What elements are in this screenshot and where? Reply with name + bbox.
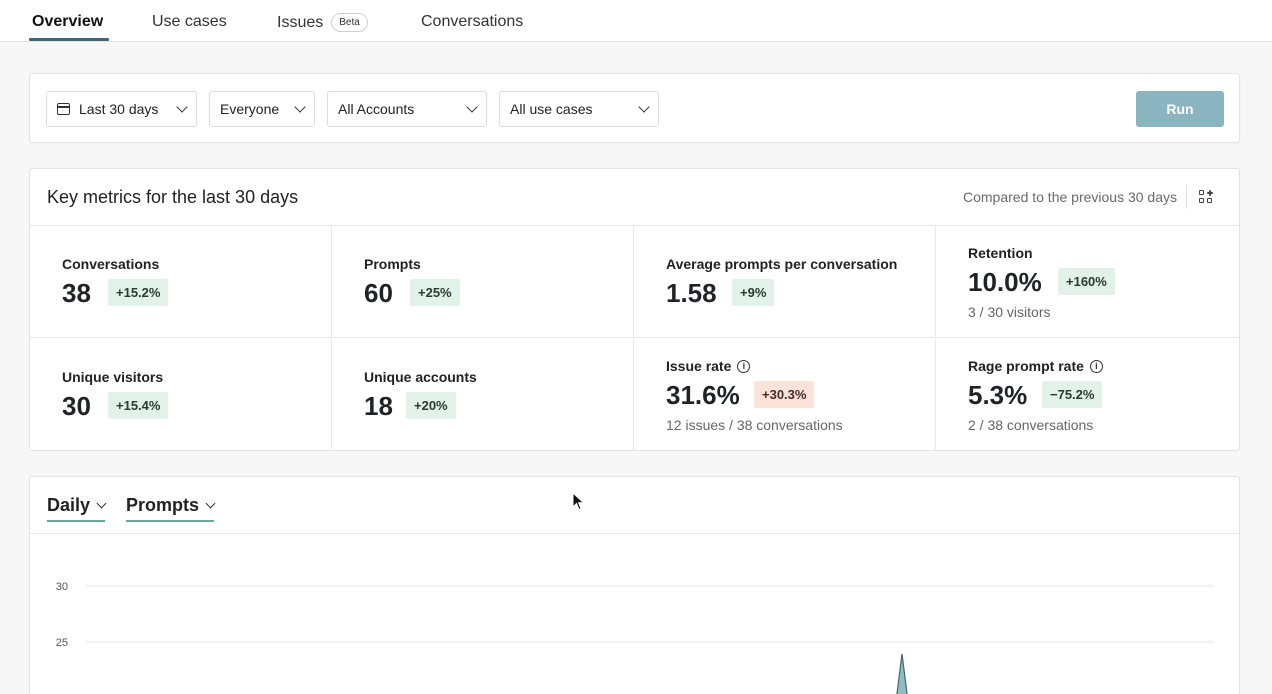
metric-value: 30 <box>62 391 91 421</box>
change-badge: +20% <box>406 392 456 419</box>
metric-retention: Retention 10.0% +160% 3 / 30 visitors <box>936 226 1239 338</box>
tab-use-cases[interactable]: Use cases <box>152 13 227 30</box>
metric-value: 10.0% <box>968 267 1042 297</box>
metric-conversations: Conversations 38 +15.2% <box>30 226 332 338</box>
chevron-down-icon <box>205 498 216 509</box>
accounts-select[interactable]: All Accounts <box>327 91 487 127</box>
metric-label: Conversations <box>62 256 160 272</box>
add-widget-icon[interactable] <box>1199 190 1213 204</box>
chevron-down-icon <box>466 101 478 113</box>
interval-value: Daily <box>47 495 91 515</box>
metric-rage-prompt-rate: Rage prompt rate i 5.3% −75.2% 2 / 38 co… <box>936 339 1239 451</box>
tab-issues-label: Issues <box>277 14 324 31</box>
metric-unique-accounts: Unique accounts 18 +20% <box>332 339 634 451</box>
tab-issues[interactable]: Issues Beta <box>277 13 368 32</box>
prompts-chart-card: Daily Prompts 30 25 <box>29 476 1240 694</box>
metric-subtext: 3 / 30 visitors <box>968 304 1051 320</box>
interval-dropdown[interactable]: Daily <box>47 495 107 522</box>
metric-label-text: Issue rate <box>666 358 732 374</box>
run-button[interactable]: Run <box>1136 91 1224 127</box>
metric-issue-rate: Issue rate i 31.6% +30.3% 12 issues / 38… <box>634 339 936 451</box>
change-badge: +15.4% <box>108 392 169 419</box>
date-range-value: Last 30 days <box>79 101 159 117</box>
use-cases-select[interactable]: All use cases <box>499 91 659 127</box>
audience-select[interactable]: Everyone <box>209 91 315 127</box>
info-icon[interactable]: i <box>1089 359 1103 373</box>
beta-badge: Beta <box>331 13 368 32</box>
metric-value: 38 <box>62 278 91 308</box>
metric-value: 5.3% <box>968 380 1028 410</box>
metric-value: 31.6% <box>666 380 740 410</box>
metric-label: Unique visitors <box>62 369 164 385</box>
audience-value: Everyone <box>220 101 280 117</box>
chevron-down-icon <box>638 101 650 113</box>
use-cases-value: All use cases <box>510 101 593 117</box>
metric-dropdown[interactable]: Prompts <box>126 495 216 522</box>
metric-label: Prompts <box>364 256 421 272</box>
calendar-icon <box>57 103 70 115</box>
change-badge: +9% <box>732 279 775 306</box>
metrics-header: Key metrics for the last 30 days Compare… <box>30 169 1239 226</box>
header-divider <box>1186 185 1187 209</box>
metric-label: Issue rate i <box>666 358 751 374</box>
change-badge: +30.3% <box>754 381 815 408</box>
comparison-label: Compared to the previous 30 days <box>962 189 1177 205</box>
metric-value: 60 <box>364 278 393 308</box>
change-badge: +15.2% <box>108 279 169 306</box>
metric-label: Rage prompt rate i <box>968 358 1103 374</box>
metric-value: 1.58 <box>666 278 717 308</box>
tab-overview[interactable]: Overview <box>32 13 104 30</box>
metric-prompts: Prompts 60 +25% <box>332 226 634 338</box>
filter-bar: Last 30 days Everyone All Accounts All u… <box>29 73 1240 143</box>
y-tick-label: 30 <box>56 581 68 593</box>
change-badge: +25% <box>410 279 460 306</box>
metric-label: Retention <box>968 245 1033 261</box>
chart-area-series <box>896 653 908 694</box>
metric-value: 18 <box>364 391 393 421</box>
metric-unique-visitors: Unique visitors 30 +15.4% <box>30 339 332 451</box>
info-icon[interactable]: i <box>737 359 751 373</box>
metric-label-text: Rage prompt rate <box>968 358 1084 374</box>
change-badge: −75.2% <box>1042 381 1103 408</box>
accounts-value: All Accounts <box>338 101 415 117</box>
y-tick-label: 25 <box>56 637 68 649</box>
prompts-chart: 30 25 <box>56 581 1214 694</box>
chevron-down-icon <box>96 498 107 509</box>
top-tab-bar: Overview Use cases Issues Beta Conversati… <box>0 0 1272 42</box>
change-badge: +160% <box>1058 268 1115 295</box>
key-metrics-card: Key metrics for the last 30 days Compare… <box>29 168 1240 451</box>
metric-avg-prompts: Average prompts per conversation 1.58 +9… <box>634 226 936 338</box>
chevron-down-icon <box>176 101 188 113</box>
metric-label: Unique accounts <box>364 369 477 385</box>
metric-label: Average prompts per conversation <box>666 256 898 272</box>
mouse-cursor-icon <box>572 492 585 511</box>
metrics-title: Key metrics for the last 30 days <box>47 187 299 207</box>
chart-header: Daily Prompts <box>30 477 1239 534</box>
active-tab-indicator <box>29 38 109 41</box>
metric-value: Prompts <box>126 495 200 515</box>
date-range-select[interactable]: Last 30 days <box>46 91 197 127</box>
chevron-down-icon <box>294 101 306 113</box>
metric-subtext: 2 / 38 conversations <box>968 417 1094 433</box>
metric-subtext: 12 issues / 38 conversations <box>666 417 843 433</box>
tab-conversations[interactable]: Conversations <box>421 13 524 30</box>
